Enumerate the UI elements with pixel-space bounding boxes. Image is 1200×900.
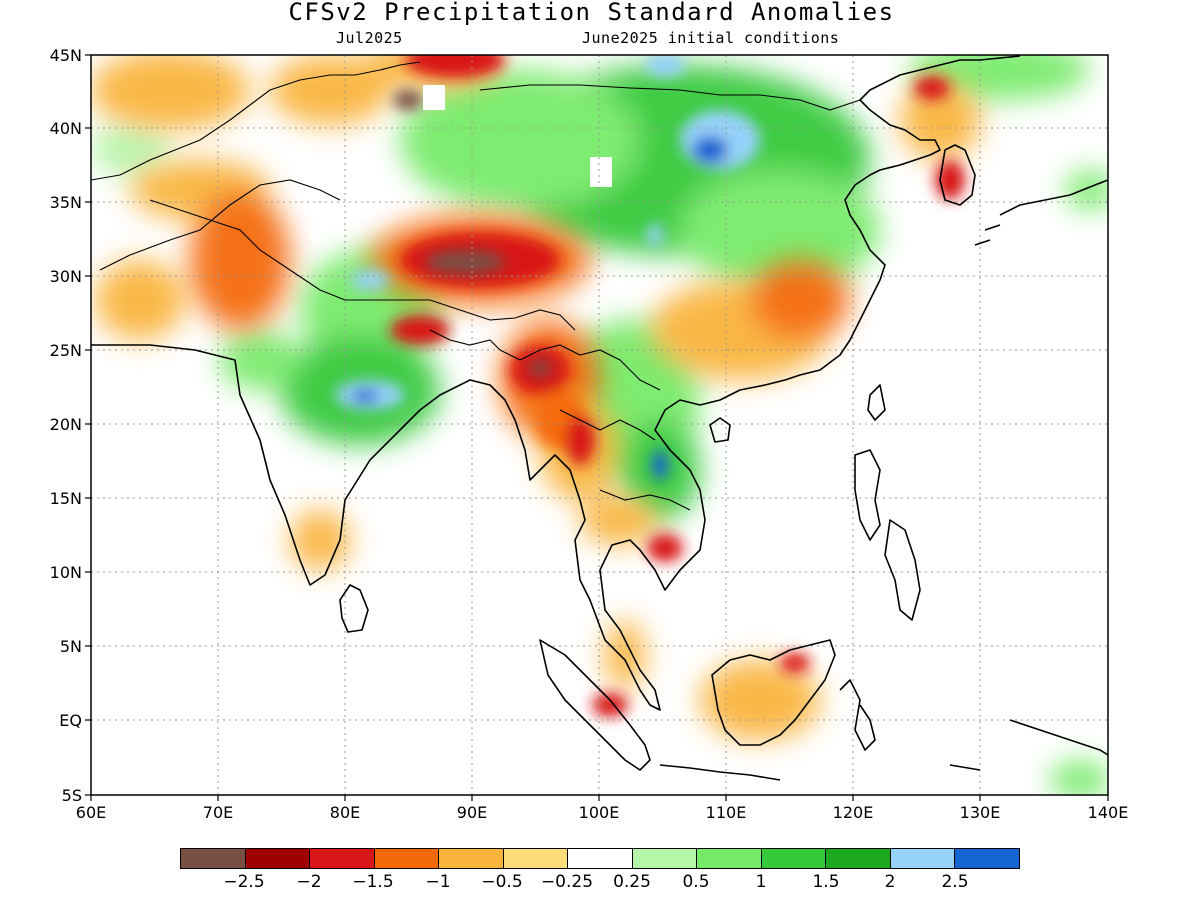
colorbar-label: −0.5	[481, 872, 523, 892]
valid-month-label: Jul2025	[336, 29, 403, 47]
colorbar-swatch	[697, 849, 762, 868]
colorbar-swatch	[761, 849, 827, 868]
lat-label: 20N	[49, 415, 82, 434]
lat-label: 10N	[49, 563, 82, 582]
colorbar-label: −2	[296, 872, 322, 892]
colorbar-label: 2	[884, 872, 896, 892]
anomaly-field	[91, 55, 1108, 795]
lat-label: 30N	[49, 267, 82, 286]
lat-label: 5S	[61, 786, 82, 805]
colorbar-label: 1	[755, 872, 767, 892]
colorbar-swatch	[568, 849, 633, 868]
lat-label: 40N	[49, 119, 82, 138]
colorbar-label: 2.5	[941, 872, 969, 892]
colorbar-label: −0.25	[540, 872, 594, 892]
colorbar-label: −1.5	[352, 872, 394, 892]
lon-label: 120E	[832, 803, 874, 822]
lon-label: 100E	[578, 803, 620, 822]
colorbar-swatch	[245, 849, 311, 868]
lat-label: 25N	[49, 341, 82, 360]
lon-label: 70E	[202, 803, 234, 822]
colorbar	[180, 848, 1020, 869]
colorbar-swatch	[826, 849, 891, 868]
colorbar-label: 0.25	[613, 872, 651, 892]
colorbar-swatch	[181, 849, 246, 868]
colorbar-swatch	[955, 849, 1019, 868]
colorbar-label: 1.5	[812, 872, 840, 892]
lon-label: 110E	[705, 803, 747, 822]
lat-label: 15N	[49, 489, 82, 508]
lat-label: 45N	[49, 46, 82, 65]
coastlines	[91, 55, 1108, 781]
colorbar-swatch	[632, 849, 698, 868]
colorbar-label: 0.5	[682, 872, 710, 892]
lon-label: 140E	[1087, 803, 1129, 822]
lon-label: 90E	[456, 803, 488, 822]
colorbar-swatch	[890, 849, 956, 868]
axis-ticks	[85, 54, 1109, 801]
lat-label: EQ	[59, 711, 82, 730]
init-conditions-label: June2025 initial conditions	[582, 29, 840, 47]
colorbar-swatch	[439, 849, 504, 868]
colorbar-label: −2.5	[223, 872, 265, 892]
lat-label: 35N	[49, 193, 82, 212]
lon-label: 130E	[959, 803, 1001, 822]
chart-title: CFSv2 Precipitation Standard Anomalies	[288, 0, 895, 26]
borders	[91, 61, 861, 511]
colorbar-label: −1	[425, 872, 451, 892]
colorbar-swatch	[503, 849, 569, 868]
colorbar-swatch	[374, 849, 440, 868]
colorbar-swatch	[310, 849, 375, 868]
gridlines	[91, 55, 1108, 795]
lat-label: 5N	[59, 637, 82, 656]
lon-label: 80E	[329, 803, 361, 822]
lon-label: 60E	[75, 803, 107, 822]
